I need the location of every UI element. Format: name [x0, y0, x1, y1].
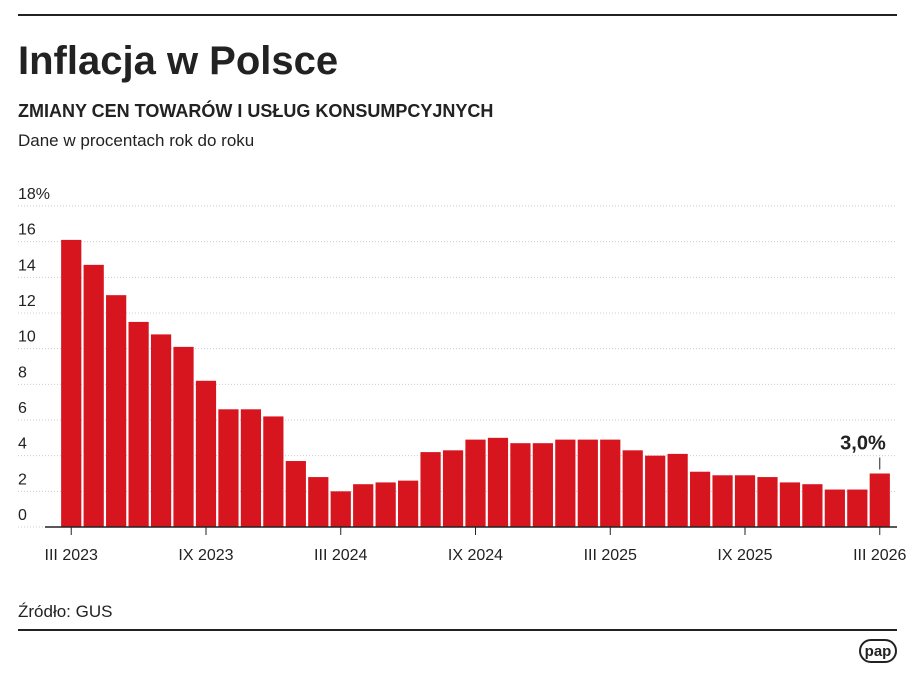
- bar: [577, 439, 598, 527]
- bar: [779, 482, 801, 527]
- bar: [195, 380, 217, 527]
- bar: [847, 489, 868, 527]
- x-tick-label: III 2025: [584, 547, 637, 564]
- y-tick-label: 12: [18, 293, 36, 310]
- bar: [420, 452, 441, 527]
- bar: [308, 477, 329, 527]
- source: Źródło: GUS: [18, 602, 112, 621]
- bar: [824, 489, 845, 527]
- value-label: 3,0%: [840, 433, 886, 455]
- bar: [622, 450, 643, 527]
- bar: [285, 461, 306, 527]
- bar: [173, 346, 194, 527]
- bar: [712, 475, 733, 527]
- bar: [645, 455, 666, 527]
- y-tick-label: 8: [18, 364, 27, 381]
- bar: [487, 437, 509, 527]
- logo: pap: [865, 643, 892, 660]
- bar: [61, 239, 82, 527]
- bar: [510, 443, 531, 527]
- x-tick-label: III 2023: [45, 547, 98, 564]
- bar: [869, 473, 890, 527]
- x-tick-label: III 2026: [853, 547, 906, 564]
- bar: [532, 443, 553, 527]
- bar: [398, 480, 419, 527]
- bar: [150, 334, 172, 527]
- chart-title: Inflacja w Polsce: [18, 39, 338, 83]
- bar: [734, 475, 756, 527]
- y-tick-label: 4: [18, 436, 27, 453]
- bar: [555, 439, 576, 527]
- x-tick-label: IX 2025: [717, 547, 772, 564]
- y-tick-label: 16: [18, 222, 36, 239]
- bar: [218, 409, 239, 527]
- bar: [106, 295, 127, 527]
- y-tick-label: 0: [18, 507, 27, 524]
- x-tick-label: IX 2023: [178, 547, 233, 564]
- y-tick-label: 14: [18, 257, 36, 274]
- x-tick-label: IX 2024: [448, 547, 503, 564]
- bar: [757, 477, 778, 527]
- chart-note: Dane w procentach rok do roku: [18, 131, 254, 150]
- bar: [802, 484, 823, 527]
- logo-frame: [859, 639, 897, 663]
- bar: [689, 471, 711, 527]
- bar: [83, 264, 104, 527]
- bar: [600, 439, 621, 527]
- bar: [375, 482, 396, 527]
- chart-subtitle: ZMIANY CEN TOWARÓW I USŁUG KONSUMPCYJNYC…: [18, 100, 493, 121]
- bar: [465, 439, 486, 527]
- y-tick-label: 10: [18, 329, 36, 346]
- y-tick-label: 6: [18, 400, 27, 417]
- bar: [128, 321, 149, 527]
- bar: [353, 484, 374, 527]
- bar: [263, 416, 284, 527]
- y-tick-label: 2: [18, 471, 27, 488]
- bar: [240, 409, 262, 527]
- bar: [667, 453, 688, 527]
- bar: [442, 450, 464, 527]
- bar: [330, 491, 351, 527]
- y-tick-label: 18%: [18, 186, 50, 203]
- x-tick-label: III 2024: [314, 547, 367, 564]
